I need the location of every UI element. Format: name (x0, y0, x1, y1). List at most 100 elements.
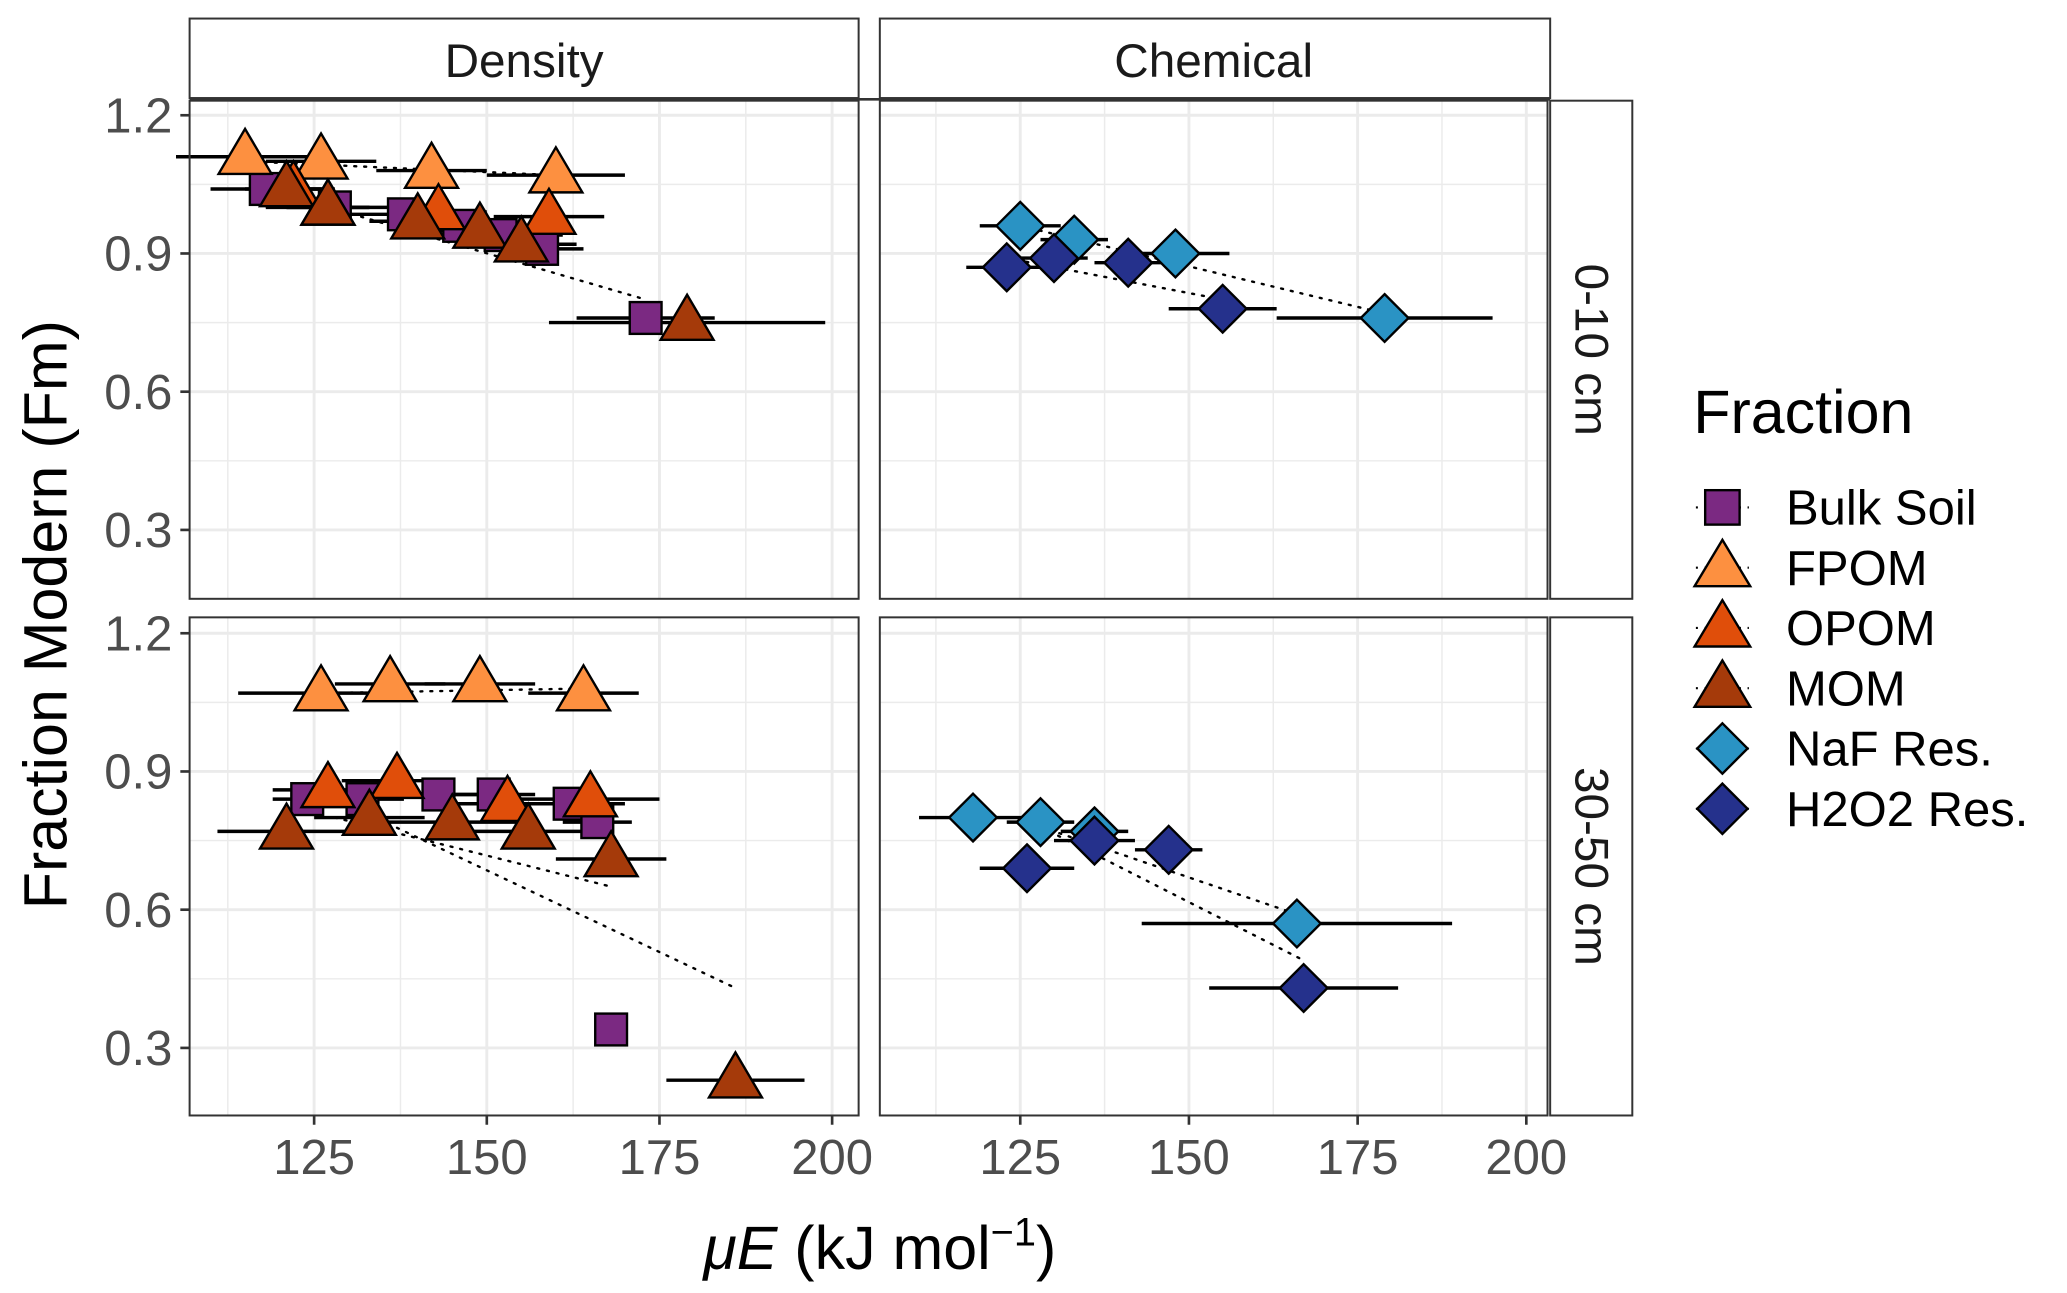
y-tick-label: 1.2 (104, 89, 172, 143)
gridlines (879, 100, 1548, 599)
trend-line-fpom (243, 160, 558, 177)
legend-label: OPOM (1786, 602, 1936, 656)
legend-item-fpom: FPOM (1692, 537, 1928, 596)
point-opom (561, 768, 619, 818)
legend-key-triangle (1692, 658, 1753, 708)
point-opom (368, 750, 426, 800)
strip-density (188, 17, 860, 100)
point-fpom (402, 140, 461, 189)
legend-label: FPOM (1786, 542, 1928, 596)
legend: Fraction Bulk Soil FPOM OPOM MOM NaF Res. H2O… (1692, 378, 2028, 837)
y-tick-label: 0.9 (104, 228, 172, 282)
legend-label: NaF Res. (1786, 723, 1993, 777)
legend-item-bulk-soil: Bulk Soil (1695, 482, 1977, 536)
panel-chemical-30-50-cm (878, 616, 1549, 1117)
legend-label: Bulk Soil (1786, 482, 1977, 536)
point-h2o2-res- (1197, 283, 1249, 335)
point-bulk-soil (594, 1012, 629, 1047)
x-axis-label-symbol: μE (701, 1214, 778, 1282)
strip-label-chemical: Chemical (1114, 35, 1313, 88)
trend-line-mom (333, 816, 613, 888)
gridlines (189, 100, 859, 599)
point-mom (499, 801, 557, 850)
trend-line-fpom (319, 687, 585, 695)
strip-label-density: Density (445, 35, 604, 88)
x-tick-label: 175 (1317, 1131, 1399, 1185)
strip-label-0-10-cm: 0-10 cm (1564, 264, 1617, 436)
point-h2o2-res- (1278, 962, 1330, 1014)
point-naf-res- (1271, 897, 1323, 950)
panel-border (878, 616, 1549, 1117)
point-opom (520, 186, 578, 236)
point-fpom (361, 653, 419, 703)
x-tick-label: 175 (619, 1131, 701, 1185)
point-mom (257, 158, 316, 208)
y-tick-label: 1.2 (104, 607, 172, 661)
legend-key-triangle (1692, 597, 1753, 648)
point-mom (389, 191, 447, 240)
point-fpom (216, 126, 274, 176)
y-tick-label: 0.9 (104, 746, 172, 800)
legend-item-mom: MOM (1692, 658, 1906, 716)
x-axis-label: μE (kJ mol−1) (701, 1210, 1056, 1282)
strip-chemical (878, 17, 1552, 100)
point-fpom (527, 144, 585, 194)
legend-key-diamond (1695, 781, 1750, 836)
x-tick-label: 200 (791, 1131, 873, 1185)
panel-chemical-0-10-cm (878, 99, 1549, 600)
point-bulk-soil (421, 777, 456, 812)
point-naf-res- (1359, 292, 1411, 344)
point-mom (706, 1049, 765, 1099)
point-fpom (554, 662, 613, 712)
gridlines (879, 617, 1548, 1116)
point-opom (478, 773, 537, 823)
point-mom (299, 177, 357, 226)
point-naf-res- (1014, 796, 1067, 848)
point-fpom (292, 662, 350, 712)
panel-background (879, 617, 1548, 1116)
x-tick-label: 200 (1485, 1131, 1567, 1185)
point-fpom (451, 653, 509, 703)
legend-item-naf-res-: NaF Res. (1695, 721, 1993, 777)
legend-key-diamond (1695, 721, 1750, 776)
legend-key-triangle (1692, 537, 1753, 588)
point-h2o2-res- (1028, 232, 1080, 284)
legend-item-h2o2-res-: H2O2 Res. (1695, 781, 2028, 837)
y-tick-label: 0.3 (104, 1022, 172, 1076)
point-naf-res- (1149, 227, 1201, 280)
y-tick-label: 0.6 (104, 366, 172, 420)
point-opom (299, 759, 357, 809)
point-mom (340, 787, 398, 836)
y-tick-label: 0.3 (104, 504, 172, 558)
point-h2o2-res- (1143, 824, 1195, 876)
point-mom (423, 791, 481, 841)
legend-label: MOM (1786, 662, 1906, 716)
point-mom (451, 200, 509, 249)
point-bulk-soil (628, 300, 663, 336)
point-mom (257, 801, 316, 850)
x-axis-label-unit: (kJ mol (777, 1214, 990, 1282)
panel-density-30-50-cm (188, 616, 860, 1117)
panel-background (879, 100, 1548, 599)
point-fpom (292, 131, 350, 180)
panel-border (188, 616, 860, 1117)
strip-0-10-cm (1549, 99, 1634, 600)
x-tick-label: 125 (273, 1131, 355, 1185)
legend-label: H2O2 Res. (1786, 783, 2028, 837)
point-h2o2-res- (1102, 237, 1154, 289)
point-naf-res- (947, 792, 999, 844)
y-axis-label: Fraction Modern (Fm) (11, 320, 79, 909)
x-tick-label: 150 (1148, 1131, 1230, 1185)
point-mom (492, 214, 550, 263)
legend-title: Fraction (1693, 378, 1913, 446)
legend-item-opom: OPOM (1692, 597, 1936, 656)
trend-line-h2o2-res- (1005, 256, 1224, 301)
point-h2o2-res- (1001, 842, 1053, 894)
x-axis-label-exponent: −1 (991, 1210, 1036, 1254)
point-h2o2-res- (981, 241, 1033, 293)
x-axis-label-close: ) (1036, 1214, 1056, 1282)
legend-key-square (1703, 488, 1741, 526)
point-h2o2-res- (1068, 815, 1121, 867)
x-tick-label: 150 (446, 1131, 528, 1185)
